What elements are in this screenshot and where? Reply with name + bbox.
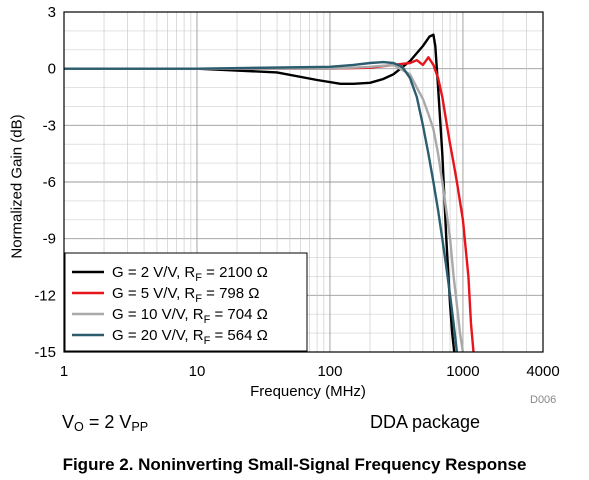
legend-entry: G = 20 V/V, RF = 564 Ω: [112, 327, 268, 347]
y-tick-label: -9: [43, 231, 56, 248]
series-line-4: [64, 60, 459, 353]
legend-box: [64, 252, 308, 352]
y-axis-label: Normalized Gain (dB): [8, 114, 26, 259]
y-tick-label: -12: [34, 287, 56, 304]
y-tick-label: -15: [34, 344, 56, 361]
series-line-3: [64, 63, 465, 353]
x-tick-labels: 1 10 100 1000 4000: [60, 363, 560, 380]
y-tick-labels: 3 0 -3 -6 -9 -12 -15: [34, 4, 56, 361]
y-tick-label: -6: [43, 174, 56, 191]
y-tick-label: 0: [48, 61, 56, 78]
figure-caption: Figure 2. Noninverting Small-Signal Freq…: [62, 455, 527, 474]
x-tick-label: 100: [317, 363, 342, 380]
x-tick-label: 10: [189, 363, 206, 380]
legend-entry: G = 5 V/V, RF = 798 Ω: [112, 285, 260, 305]
x-axis-label: Frequency (MHz): [250, 383, 366, 400]
legend-entry: G = 2 V/V, RF = 2100 Ω: [112, 264, 268, 284]
y-tick-label: 3: [48, 4, 56, 21]
figure-code: D006: [530, 394, 557, 406]
series-line-1: [64, 33, 456, 353]
legend: G = 2 V/V, RF = 2100 ΩG = 5 V/V, RF = 79…: [64, 252, 308, 352]
y-tick-label: -3: [43, 117, 56, 134]
output-voltage-note: VO = 2 VPP: [62, 412, 149, 435]
plot-frame: [63, 11, 544, 353]
x-tick-label: 4000: [526, 363, 559, 380]
series-lines: [64, 33, 475, 353]
package-note: DDA package: [370, 412, 481, 432]
x-tick-label: 1: [60, 363, 68, 380]
x-tick-label: 1000: [446, 363, 479, 380]
legend-entry: G = 10 V/V, RF = 704 Ω: [112, 306, 268, 326]
